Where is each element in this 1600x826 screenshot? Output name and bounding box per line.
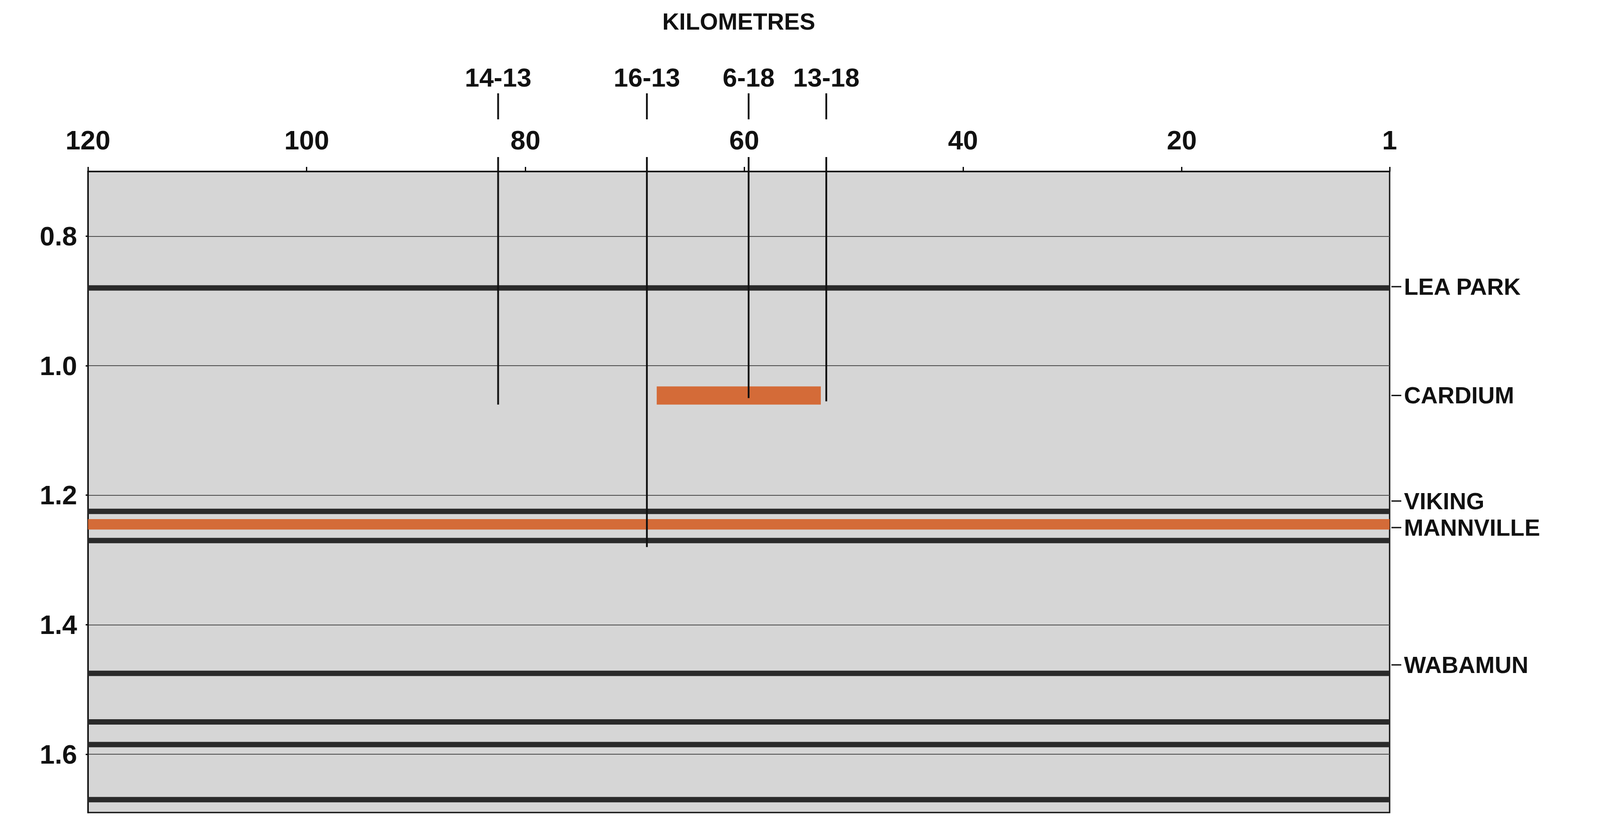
svg-text:LEA PARK: LEA PARK (1403, 273, 1521, 300)
svg-text:60: 60 (729, 125, 760, 156)
svg-text:1.0: 1.0 (39, 350, 78, 381)
svg-text:WABAMUN: WABAMUN (1403, 651, 1529, 678)
svg-text:KILOMETRES: KILOMETRES (662, 8, 816, 35)
svg-text:13-18: 13-18 (793, 62, 860, 92)
svg-text:20: 20 (1166, 125, 1197, 156)
svg-text:1.2: 1.2 (39, 479, 78, 511)
svg-text:14-13: 14-13 (464, 62, 532, 92)
svg-text:CARDIUM: CARDIUM (1403, 382, 1515, 409)
svg-text:6-18: 6-18 (722, 62, 775, 92)
svg-text:0.8: 0.8 (39, 221, 78, 252)
svg-text:VIKING: VIKING (1403, 488, 1485, 515)
svg-text:1.6: 1.6 (39, 739, 78, 770)
svg-text:100: 100 (284, 125, 330, 156)
svg-text:16-13: 16-13 (613, 62, 681, 92)
svg-text:80: 80 (510, 125, 541, 156)
svg-text:120: 120 (65, 125, 111, 156)
svg-text:1: 1 (1382, 125, 1397, 156)
svg-text:1.4: 1.4 (39, 609, 78, 640)
svg-text:MANNVILLE: MANNVILLE (1403, 514, 1540, 541)
svg-text:40: 40 (948, 125, 979, 156)
